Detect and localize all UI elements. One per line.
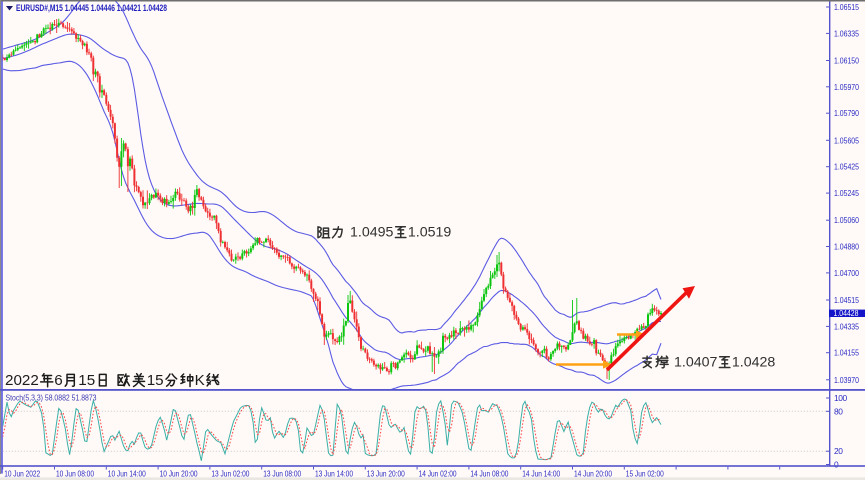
svg-text:10 Jun 2022: 10 Jun 2022 (4, 469, 40, 479)
svg-text:0: 0 (834, 460, 839, 470)
svg-text:1.0407: 1.0407 (674, 355, 718, 371)
svg-text:Stoch(5,3,3) 58.0882 51.8873: Stoch(5,3,3) 58.0882 51.8873 (6, 393, 97, 403)
svg-text:1.04515: 1.04515 (834, 295, 859, 305)
svg-text:15: 15 (78, 372, 95, 389)
svg-text:1.06335: 1.06335 (834, 28, 859, 38)
svg-text:14 Jun 02:00: 14 Jun 02:00 (419, 469, 457, 479)
svg-text:15 Jun 02:00: 15 Jun 02:00 (626, 469, 664, 479)
svg-text:1.0519: 1.0519 (408, 225, 452, 241)
svg-text:14 Jun 14:00: 14 Jun 14:00 (522, 469, 560, 479)
svg-text:EURUSD#,M15 1.04445 1.04446 1: EURUSD#,M15 1.04445 1.04446 1.04421 1.04… (16, 3, 167, 13)
svg-text:14 Jun 20:00: 14 Jun 20:00 (574, 469, 612, 479)
svg-text:20: 20 (834, 446, 843, 456)
svg-text:1.04880: 1.04880 (834, 242, 859, 252)
svg-text:1.03970: 1.03970 (834, 375, 859, 385)
svg-text:13 Jun 02:00: 13 Jun 02:00 (211, 469, 249, 479)
svg-text:1.04428: 1.04428 (834, 308, 859, 318)
svg-text:13 Jun 08:00: 13 Jun 08:00 (263, 469, 301, 479)
svg-text:1.06150: 1.06150 (834, 56, 859, 66)
svg-text:1.05425: 1.05425 (834, 162, 859, 172)
svg-text:14 Jun 08:00: 14 Jun 08:00 (470, 469, 508, 479)
svg-text:13 Jun 14:00: 13 Jun 14:00 (315, 469, 353, 479)
svg-text:1.05790: 1.05790 (834, 108, 859, 118)
svg-text:1.05245: 1.05245 (834, 188, 859, 198)
svg-text:2022: 2022 (5, 372, 39, 389)
svg-text:1.04335: 1.04335 (834, 321, 859, 331)
svg-text:15: 15 (147, 372, 164, 389)
svg-text:6: 6 (54, 372, 62, 389)
svg-text:1.06515: 1.06515 (834, 2, 859, 12)
svg-text:1.0495: 1.0495 (350, 225, 394, 241)
svg-text:1.04700: 1.04700 (834, 268, 859, 278)
svg-text:1.05605: 1.05605 (834, 135, 859, 145)
svg-text:K: K (195, 372, 205, 389)
svg-text:10 Jun 20:00: 10 Jun 20:00 (160, 469, 198, 479)
svg-text:1.05970: 1.05970 (834, 82, 859, 92)
svg-text:10 Jun 08:00: 10 Jun 08:00 (56, 469, 94, 479)
svg-text:1.04155: 1.04155 (834, 348, 859, 358)
svg-text:1.05060: 1.05060 (834, 215, 859, 225)
svg-text:100: 100 (834, 393, 848, 403)
svg-text:80: 80 (834, 406, 843, 416)
svg-text:1.0428: 1.0428 (732, 355, 776, 371)
svg-text:13 Jun 20:00: 13 Jun 20:00 (367, 469, 405, 479)
svg-text:10 Jun 14:00: 10 Jun 14:00 (108, 469, 146, 479)
